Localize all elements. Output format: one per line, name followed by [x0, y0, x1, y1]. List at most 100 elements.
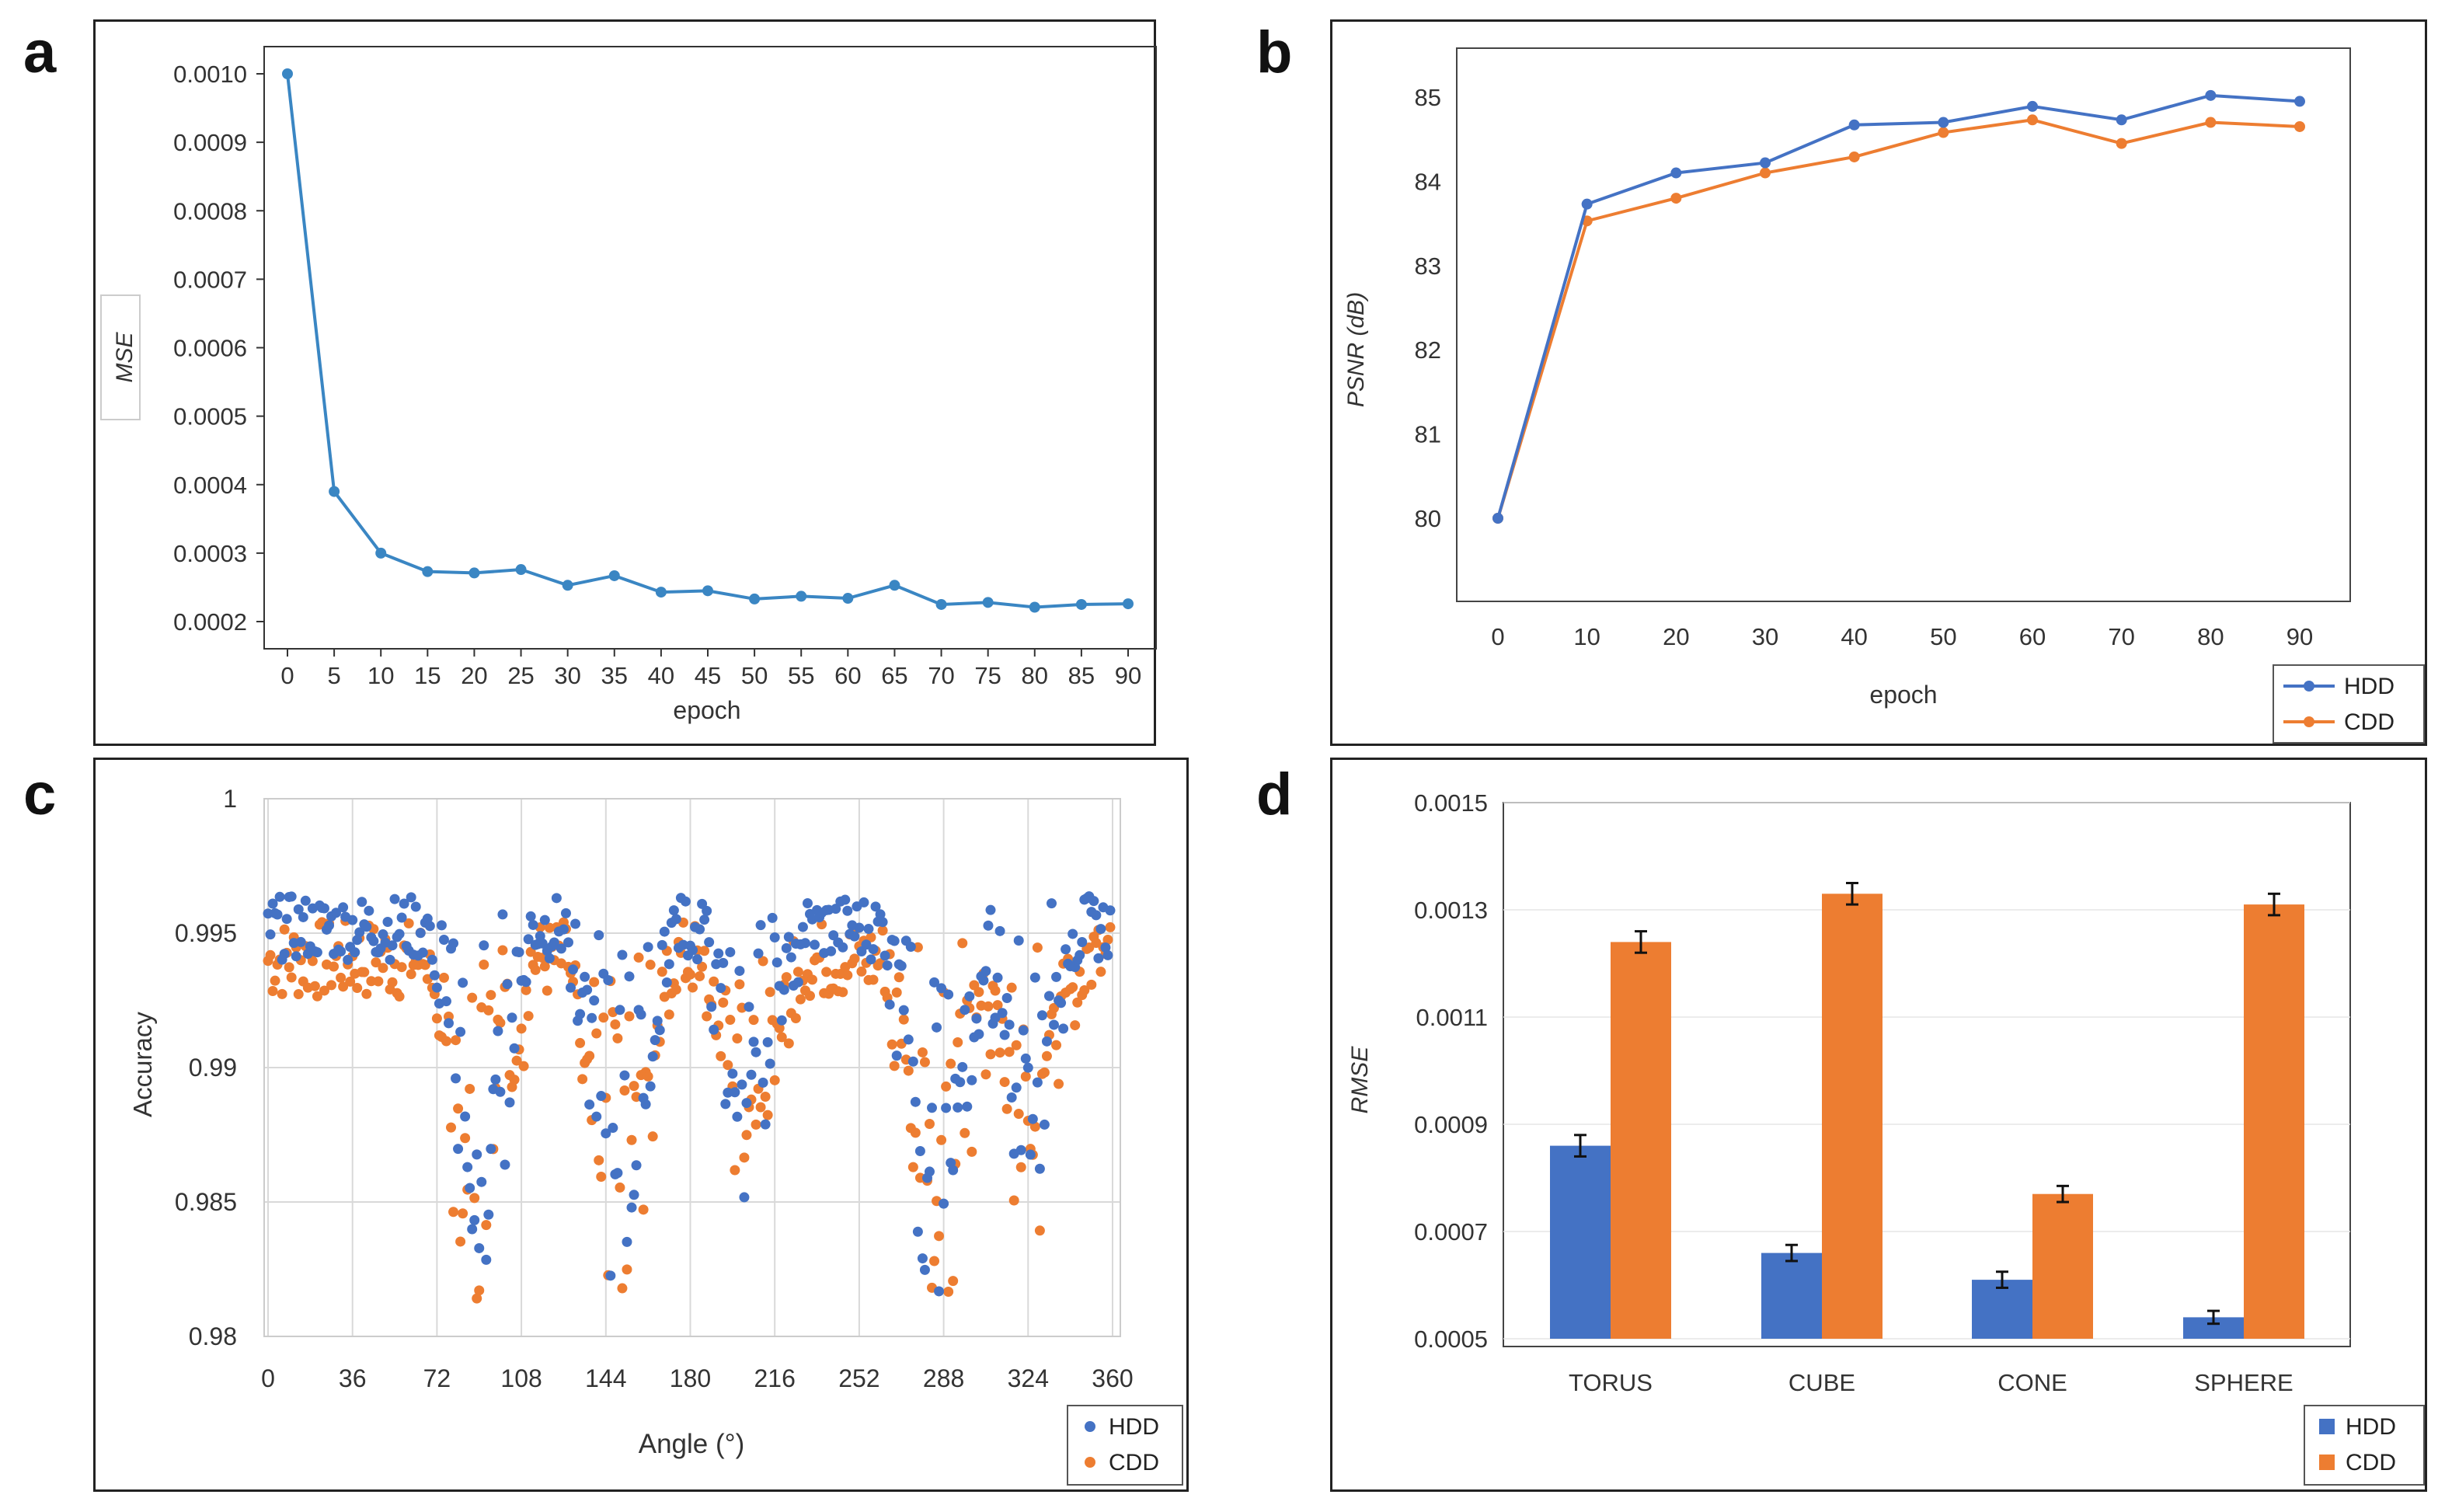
chart-b-legend-cdd: CDD	[2274, 705, 2423, 740]
chart-c-point-hdd	[1029, 972, 1040, 983]
chart-d-legend: HDD CDD	[2304, 1405, 2425, 1486]
chart-d-xtick-label: CONE	[1997, 1369, 2067, 1396]
chart-a-ylabel: MSE	[112, 332, 138, 383]
chart-d-ytick-label: 0.0015	[1414, 789, 1488, 817]
chart-b-point-hdd	[1760, 157, 1771, 169]
chart-c-point-hdd	[1004, 1019, 1015, 1030]
chart-c-point-hdd	[657, 939, 667, 950]
chart-b-point-hdd	[1670, 167, 1682, 179]
chart-c-point-hdd	[619, 1070, 630, 1081]
chart-c-point-hdd	[1039, 1119, 1050, 1130]
chart-c-point-cdd	[446, 1122, 457, 1133]
chart-a-ylabel-box	[100, 294, 141, 420]
chart-c-point-cdd	[279, 924, 290, 935]
chart-a-xtick-label: 45	[695, 662, 721, 689]
chart-c-point-hdd	[566, 982, 576, 993]
chart-c-ytick-label: 0.985	[175, 1188, 237, 1216]
chart-a: 0.0010 0.0009 0.0008 0.0007 0.0006 0.0005 0.00…	[100, 46, 1157, 724]
chart-c-point-cdd	[469, 1193, 480, 1204]
chart-c-point-cdd	[804, 991, 815, 1002]
chart-c-point-cdd	[361, 988, 372, 999]
chart-a-xtick-label: 5	[327, 662, 340, 689]
chart-c-point-cdd	[716, 1050, 726, 1061]
chart-c-point-hdd	[338, 902, 349, 913]
chart-c-point-cdd	[619, 1085, 630, 1096]
chart-c-point-hdd	[910, 1096, 921, 1107]
chart-c-xlabel: Angle (°)	[639, 1429, 745, 1459]
chart-c-point-hdd	[1074, 949, 1085, 960]
chart-c-point-hdd	[603, 975, 614, 986]
chart-c-point-cdd	[486, 990, 496, 1001]
chart-b-legend-hdd: HDD	[2274, 669, 2423, 705]
panel-label-c: c	[23, 761, 57, 827]
chart-d-ytick-label: 0.0013	[1414, 897, 1488, 924]
chart-c-point-cdd	[622, 1264, 632, 1275]
chart-c-point-hdd	[631, 1160, 642, 1171]
chart-c-point-cdd	[465, 1083, 475, 1094]
chart-c-point-cdd	[910, 1127, 921, 1138]
chart-c-point-hdd	[654, 1025, 665, 1036]
chart-c-point-hdd	[560, 908, 571, 918]
chart-c-point-cdd	[856, 966, 867, 977]
chart-a-point	[749, 593, 761, 604]
chart-b-point-cdd	[1760, 167, 1771, 179]
chart-c-point-cdd	[663, 1009, 674, 1020]
chart-a-point	[562, 580, 573, 591]
chart-c-point-cdd	[1015, 1162, 1026, 1172]
chart-c-point-cdd	[758, 956, 768, 967]
chart-c-xtick-label: 252	[838, 1364, 879, 1392]
chart-b-ytick-label: 80	[1415, 505, 1441, 532]
chart-c-point-hdd	[399, 898, 409, 909]
chart-c-point-cdd	[917, 1047, 928, 1057]
chart-c-point-hdd	[467, 1224, 478, 1235]
chart-c-ytick-label: 0.995	[175, 919, 237, 947]
chart-c-point-hdd	[580, 971, 590, 982]
chart-c-point-hdd	[645, 1081, 656, 1092]
chart-c-point-cdd	[929, 1256, 940, 1266]
chart-c-point-cdd	[1034, 1225, 1045, 1236]
chart-b-point-cdd	[1938, 127, 1949, 138]
chart-c-point-hdd	[312, 947, 322, 958]
chart-a-xtick-label: 55	[788, 662, 814, 689]
chart-c-point-cdd	[598, 1012, 609, 1023]
chart-c-point-cdd	[657, 967, 667, 977]
chart-c-point-cdd	[957, 938, 968, 949]
chart-c-xtick-label: 360	[1092, 1364, 1133, 1392]
chart-c-point-cdd	[345, 976, 356, 987]
chart-c-point-hdd	[994, 925, 1005, 936]
chart-d-xtick-label: TORUS	[1569, 1369, 1653, 1396]
chart-c-point-hdd	[537, 938, 548, 949]
panel-label-d: d	[1256, 761, 1293, 827]
chart-b-xtick-label: 60	[2019, 623, 2046, 650]
chart-c-point-cdd	[992, 1000, 1003, 1011]
chart-c-point-hdd	[927, 1103, 938, 1113]
chart-d-bar-cdd	[1822, 894, 1883, 1339]
chart-c-point-hdd	[838, 942, 848, 953]
chart-c-point-hdd	[544, 953, 555, 963]
chart-c-point-cdd	[312, 991, 322, 1002]
chart-c-point-cdd	[1029, 1121, 1040, 1132]
chart-c-point-hdd	[831, 904, 841, 915]
chart-c-point-cdd	[919, 1057, 930, 1068]
chart-c-point-cdd	[352, 983, 363, 994]
chart-c-point-hdd	[443, 1018, 454, 1029]
chart-c-point-cdd	[907, 1162, 918, 1172]
chart-c-point-cdd	[695, 970, 705, 981]
panel-c-frame	[93, 758, 1189, 1492]
chart-c-point-cdd	[431, 1013, 442, 1024]
chart-c-point-cdd	[990, 985, 1001, 996]
chart-c-point-hdd	[415, 928, 426, 939]
chart-c-point-hdd	[785, 952, 796, 963]
chart-c-point-hdd	[528, 919, 538, 930]
chart-c-point-hdd	[1013, 935, 1024, 946]
chart-c-point-cdd	[898, 1014, 909, 1025]
chart-c-point-hdd	[680, 896, 691, 907]
chart-c-point-cdd	[1041, 1050, 1052, 1061]
chart-c-point-hdd	[1025, 1149, 1036, 1160]
chart-c-point-cdd	[633, 952, 644, 963]
chart-c-point-hdd	[594, 930, 604, 941]
chart-b-xtick-label: 30	[1752, 623, 1778, 650]
chart-c-point-hdd	[992, 972, 1003, 983]
chart-c-point-hdd	[427, 954, 437, 965]
chart-c-point-hdd	[973, 1029, 984, 1040]
